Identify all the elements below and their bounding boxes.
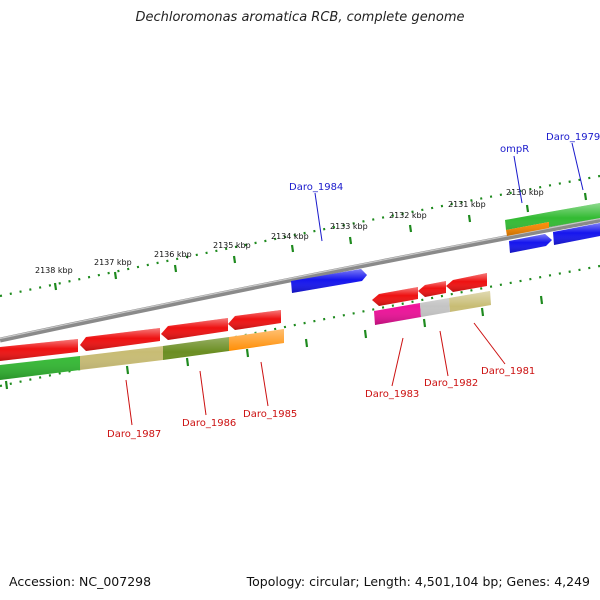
tick-label: 2137 kbp [94,258,132,267]
leader-daro-1983 [391,337,404,387]
reverse-strand-features [0,273,491,380]
ruler-inner-ticks [4,295,544,390]
leader-daro-1981 [473,322,506,365]
leader-daro-1984 [314,192,323,242]
gene-label-daro-1983[interactable]: Daro_1983 [365,389,419,400]
gene-label-daro-1985[interactable]: Daro_1985 [243,409,297,420]
leader-daro-1979 [571,142,584,191]
ruler-tick [480,307,485,317]
tick-label: 2132 kbp [389,211,427,220]
tick-label: 2133 kbp [330,222,368,231]
ruler-tick [4,380,9,390]
gene-label-daro-1981[interactable]: Daro_1981 [481,366,535,377]
tick-label: 2138 kbp [35,266,73,275]
ruler-tick [232,255,237,264]
ruler-tick [422,318,427,328]
ruler-tick [525,204,530,213]
ruler-tick [53,282,58,291]
ruler-tick [348,236,353,245]
gene-label-ompr[interactable]: ompR [500,144,529,155]
ruler-major-ticks [53,192,588,291]
ruler-tick [245,348,250,358]
ruler-tick [125,365,130,375]
gene-label-daro-1984[interactable]: Daro_1984 [289,182,343,193]
tick-label: 2130 kbp [506,188,544,197]
tick-label: 2136 kbp [154,250,192,259]
gene-label-daro-1982[interactable]: Daro_1982 [424,378,478,389]
ruler-tick [185,357,190,367]
ruler-tick [363,329,368,339]
leader-daro-1985 [260,361,269,407]
genome-backbone [0,217,600,343]
ruler-tick [173,264,178,273]
ruler-tick [408,224,413,233]
leader-ompr [513,155,523,204]
ruler-tick [539,295,544,305]
ruler-tick [304,338,309,348]
leader-daro-1986 [199,370,207,416]
map-title: Dechloromonas aromatica RCB, complete ge… [135,10,465,25]
forward-strand-features [291,203,600,293]
gene-label-daro-1986[interactable]: Daro_1986 [182,418,236,429]
ruler-tick [290,244,295,253]
tick-label: 2134 kbp [271,232,309,241]
ruler-tick [113,271,118,280]
ruler-tick [583,192,588,201]
ruler-tick-labels: 2138 kbp 2137 kbp 2136 kbp 2135 kbp 2134… [35,188,544,275]
ruler-tick [467,214,472,223]
gene-label-daro-1987[interactable]: Daro_1987 [107,429,161,440]
gene-labels: Daro_1979 ompR Daro_1981 Daro_1982 Daro_… [107,132,600,440]
gene-label-daro-1979[interactable]: Daro_1979 [546,132,600,143]
label-leaders [125,142,584,426]
leader-daro-1982 [439,330,449,377]
genome-summary-text: Topology: circular; Length: 4,501,104 bp… [246,574,590,589]
tick-label: 2131 kbp [448,200,486,209]
genome-backbone-highlight [0,217,600,340]
accession-text: Accession: NC_007298 [9,574,152,589]
tick-label: 2135 kbp [213,241,251,250]
leader-daro-1987 [125,379,133,426]
